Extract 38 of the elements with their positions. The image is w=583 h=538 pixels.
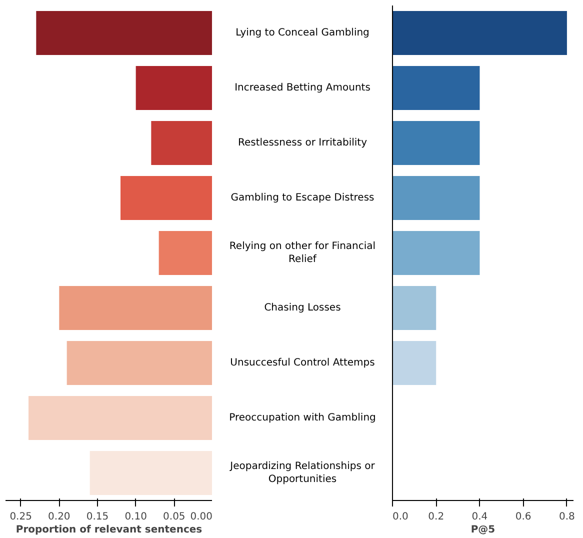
- x-tick-label: 0.05: [163, 512, 186, 522]
- x-tick-label: 0.25: [10, 512, 32, 522]
- bar: [392, 231, 480, 275]
- y-tick-label: Chasing Losses: [264, 302, 341, 314]
- y-tick-label: Increased Betting Amounts: [234, 82, 370, 94]
- x-tick-label: 0.10: [124, 512, 147, 522]
- x-axis-title: P@5: [470, 524, 496, 536]
- x-tick-label: 0.6: [515, 512, 532, 522]
- bar: [392, 66, 480, 110]
- y-tick-label: Preoccupation with Gambling: [229, 412, 376, 424]
- bar: [151, 121, 212, 165]
- bar: [392, 176, 480, 220]
- x-tick-label: 0.15: [86, 512, 109, 522]
- y-tick-label: Relying on other for Financial Relief: [229, 240, 376, 266]
- x-tick-label: 0.2: [428, 512, 444, 522]
- y-tick-label: Jeopardizing Relationships or Opportunities: [229, 460, 376, 486]
- bar: [36, 11, 212, 55]
- bar: [392, 286, 436, 330]
- bar: [120, 176, 212, 220]
- bar: [392, 121, 480, 165]
- x-tick-label: 0.00: [190, 512, 212, 522]
- bar: [28, 396, 212, 440]
- bar: [158, 231, 212, 275]
- bar: [392, 341, 436, 385]
- y-tick-label: Restlessness or Irritability: [238, 138, 368, 148]
- x-tick-label: 0.4: [472, 512, 488, 522]
- x-tick-label: 0.20: [48, 512, 70, 522]
- y-tick-label: Unsuccesful Control Attemps: [230, 358, 375, 368]
- bar: [136, 66, 212, 110]
- bar: [392, 11, 567, 55]
- x-tick-label: 0.0: [392, 512, 408, 522]
- bar: [66, 341, 212, 385]
- x-tick-label: 0.8: [559, 512, 575, 522]
- bar: [59, 286, 212, 330]
- y-tick-label: Lying to Conceal Gambling: [236, 28, 370, 38]
- y-tick-label: Gambling to Escape Distress: [230, 192, 374, 204]
- bar: [90, 451, 212, 495]
- x-axis-title: Proportion of relevant sentences: [16, 524, 202, 536]
